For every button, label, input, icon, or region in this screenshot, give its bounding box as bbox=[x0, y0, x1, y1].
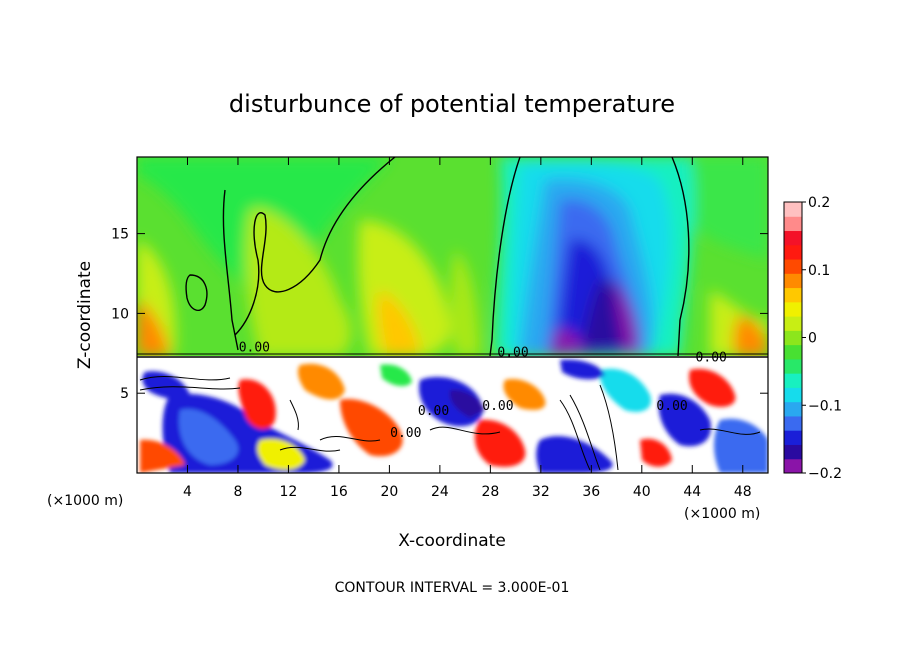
colorbar-swatch bbox=[784, 387, 802, 403]
colorbar-swatch bbox=[784, 287, 802, 303]
colorbar-tick-label: −0.2 bbox=[808, 466, 842, 482]
x-unit-left: (×1000 m) bbox=[47, 493, 123, 509]
x-tick-label: 4 bbox=[183, 484, 192, 500]
colorbar-tick-label: −0.1 bbox=[808, 398, 842, 414]
colorbar-swatch bbox=[784, 216, 802, 232]
x-tick-label: 32 bbox=[532, 484, 550, 500]
contour-label: 0.00 bbox=[482, 399, 513, 414]
y-axis-label: Z-coordinate bbox=[75, 261, 95, 369]
x-tick-label: 40 bbox=[633, 484, 651, 500]
y-tick-label: 10 bbox=[111, 306, 129, 322]
colorbar-swatch bbox=[784, 330, 802, 346]
contour-lines bbox=[137, 157, 768, 431]
colorbar: 0.2 0.1 0 −0.1 −0.2 bbox=[783, 195, 842, 482]
x-tick-label: 20 bbox=[380, 484, 398, 500]
x-tick-label: 36 bbox=[582, 484, 600, 500]
colorbar-swatch bbox=[784, 373, 802, 388]
colorbar-swatch bbox=[784, 444, 802, 460]
contour-label: 0.00 bbox=[390, 426, 421, 441]
colorbar-swatch bbox=[784, 316, 802, 331]
x-tick-label: 8 bbox=[233, 484, 242, 500]
upper-field bbox=[137, 157, 768, 356]
contour-label: 0.00 bbox=[418, 404, 449, 419]
contour-label-layer: 0.00 0.00 0.00 0.00 0.00 0.00 0.00 bbox=[239, 341, 727, 441]
colorbar-swatch bbox=[784, 458, 802, 474]
colorbar-swatch bbox=[784, 244, 802, 260]
colorbar-tick-label: 0.1 bbox=[808, 263, 830, 279]
y-tick-label: 15 bbox=[111, 227, 129, 243]
contour-label: 0.00 bbox=[239, 341, 270, 356]
y-axis: 5 10 15 bbox=[111, 227, 768, 402]
colorbar-tick-label: 0.2 bbox=[808, 195, 830, 211]
colorbar-swatch bbox=[784, 301, 802, 317]
colorbar-swatch bbox=[784, 415, 802, 431]
colorbar-tick-label: 0 bbox=[808, 331, 817, 347]
x-axis: 4 8 12 16 20 24 28 32 36 40 44 48 bbox=[183, 157, 752, 500]
x-tick-label: 28 bbox=[481, 484, 499, 500]
x-tick-label: 12 bbox=[280, 484, 298, 500]
colorbar-swatch bbox=[784, 344, 802, 360]
x-tick-label: 48 bbox=[734, 484, 752, 500]
plot-area bbox=[137, 157, 768, 473]
colorbar-swatch bbox=[784, 358, 802, 374]
lower-field bbox=[137, 356, 768, 473]
plot-frame bbox=[136, 156, 769, 474]
colorbar-swatch bbox=[784, 259, 802, 274]
contour-label: 0.00 bbox=[656, 399, 687, 414]
chart-title: disturbunce of potential temperature bbox=[229, 90, 675, 118]
x-tick-label: 44 bbox=[683, 484, 701, 500]
colorbar-swatch bbox=[784, 273, 802, 289]
contour-label: 0.00 bbox=[696, 350, 727, 365]
contour-interval-note: CONTOUR INTERVAL = 3.000E-01 bbox=[335, 580, 570, 596]
colorbar-swatch bbox=[784, 230, 802, 246]
colorbar-swatch bbox=[784, 202, 802, 217]
x-tick-label: 24 bbox=[431, 484, 449, 500]
x-tick-label: 16 bbox=[330, 484, 348, 500]
colorbar-swatch bbox=[784, 430, 802, 445]
colorbar-swatch bbox=[784, 401, 802, 417]
y-tick-label: 5 bbox=[120, 386, 129, 402]
x-unit-right: (×1000 m) bbox=[684, 506, 760, 522]
x-axis-label: X-coordinate bbox=[398, 531, 506, 551]
contour-label: 0.00 bbox=[497, 346, 528, 361]
